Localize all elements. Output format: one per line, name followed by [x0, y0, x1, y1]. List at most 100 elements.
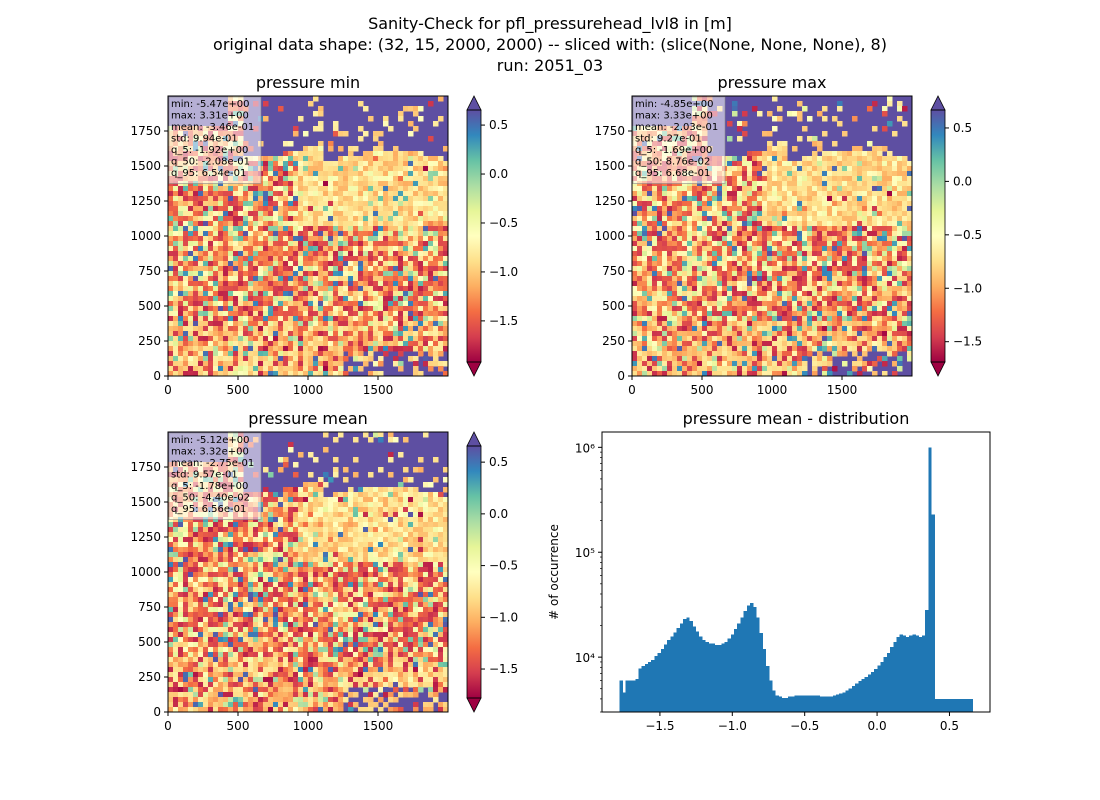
map-cell — [762, 326, 768, 332]
map-cell — [892, 166, 898, 172]
map-cell — [717, 221, 723, 227]
map-cell — [677, 201, 683, 207]
map-cell — [183, 281, 189, 287]
map-cell — [303, 221, 309, 227]
map-cell — [213, 221, 219, 227]
map-cell — [368, 281, 374, 287]
map-cell — [333, 271, 339, 277]
map-cell — [338, 256, 344, 262]
map-cell — [268, 361, 274, 367]
map-cell — [243, 316, 249, 322]
map-cell — [243, 251, 249, 257]
map-cell — [782, 286, 788, 292]
map-cell — [702, 211, 708, 217]
map-cell — [697, 236, 703, 242]
map-cell — [418, 171, 424, 177]
map-cell — [632, 196, 638, 202]
map-cell — [268, 346, 274, 352]
map-cell — [338, 241, 344, 247]
map-cell — [847, 176, 853, 182]
map-cell — [777, 196, 783, 202]
map-cell — [433, 201, 439, 207]
map-cell — [697, 246, 703, 252]
map-cell — [298, 191, 304, 197]
map-cell — [652, 326, 658, 332]
map-cell — [667, 231, 673, 237]
map-cell — [168, 356, 174, 362]
map-cell — [652, 291, 658, 297]
map-cell — [338, 246, 344, 252]
map-cell — [353, 341, 359, 347]
map-cell — [358, 321, 364, 327]
map-cell — [338, 181, 344, 187]
map-cell — [897, 176, 903, 182]
map-cell — [278, 331, 284, 337]
map-cell — [662, 211, 668, 217]
map-cell — [777, 281, 783, 287]
map-cell — [363, 216, 369, 222]
map-cell — [343, 246, 349, 252]
map-cell — [707, 221, 713, 227]
map-cell — [358, 291, 364, 297]
map-cell — [832, 156, 838, 162]
map-cell — [817, 141, 823, 147]
map-cell — [732, 286, 738, 292]
map-cell — [293, 316, 299, 322]
map-cell — [343, 186, 349, 192]
map-cell — [697, 201, 703, 207]
map-cell — [777, 321, 783, 327]
map-cell — [737, 336, 743, 342]
map-cell — [178, 361, 184, 367]
map-cell — [188, 246, 194, 252]
map-cell — [632, 326, 638, 332]
map-cell — [662, 256, 668, 262]
map-cell — [323, 296, 329, 302]
map-cell — [403, 306, 409, 312]
map-cell — [857, 311, 863, 317]
map-cell — [263, 216, 269, 222]
map-cell — [248, 331, 254, 337]
map-cell — [807, 211, 813, 217]
map-cell — [822, 286, 828, 292]
map-cell — [398, 281, 404, 287]
map-cell — [682, 241, 688, 247]
map-cell — [308, 231, 314, 237]
map-cell — [373, 246, 379, 252]
map-cell — [802, 296, 808, 302]
map-cell — [283, 271, 289, 277]
map-cell — [283, 351, 289, 357]
map-cell — [852, 261, 858, 267]
map-cell — [368, 291, 374, 297]
map-cell — [682, 321, 688, 327]
map-cell — [807, 196, 813, 202]
map-cell — [258, 311, 264, 317]
map-cell — [662, 186, 668, 192]
map-cell — [328, 141, 334, 147]
map-cell — [777, 331, 783, 337]
map-cell — [188, 231, 194, 237]
map-cell — [193, 281, 199, 287]
map-cell — [632, 341, 638, 347]
map-cell — [732, 111, 738, 117]
map-cell — [173, 276, 179, 282]
map-cell — [797, 226, 803, 232]
map-cell — [398, 271, 404, 277]
map-cell — [393, 291, 399, 297]
map-cell — [443, 191, 449, 197]
map-cell — [283, 186, 289, 192]
map-cell — [862, 206, 868, 212]
map-cell — [807, 156, 813, 162]
map-cell — [797, 101, 803, 107]
map-cell — [343, 251, 349, 257]
map-cell — [433, 156, 439, 162]
map-cell — [328, 321, 334, 327]
map-cell — [672, 296, 678, 302]
map-cell — [208, 186, 214, 192]
map-cell — [847, 236, 853, 242]
map-cell — [862, 256, 868, 262]
map-cell — [173, 256, 179, 262]
map-cell — [737, 341, 743, 347]
map-cell — [293, 186, 299, 192]
map-cell — [438, 221, 444, 227]
map-cell — [822, 201, 828, 207]
